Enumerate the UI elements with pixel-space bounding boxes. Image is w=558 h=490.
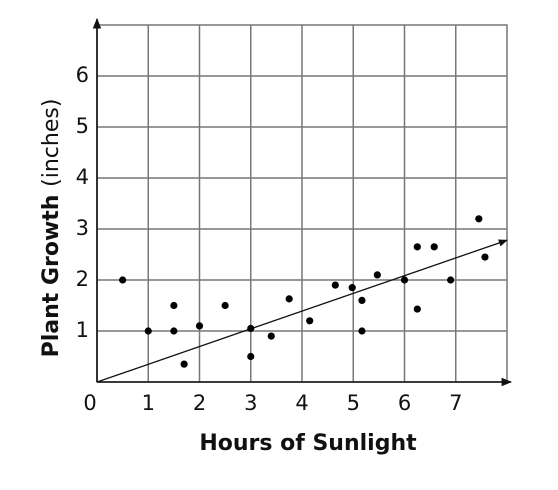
y-tick-label: 5 — [76, 114, 89, 138]
y-tick-label: 3 — [76, 216, 89, 240]
point — [180, 360, 188, 368]
x-tick-label: 5 — [347, 391, 360, 415]
point — [447, 276, 455, 284]
point — [481, 253, 489, 261]
point — [285, 295, 293, 303]
point — [331, 281, 339, 289]
point — [413, 243, 421, 251]
x-tick-label: 3 — [244, 391, 257, 415]
x-tick-label: 4 — [295, 391, 308, 415]
point — [306, 317, 314, 325]
y-tick-label: 2 — [76, 267, 89, 291]
x-tick-label: 7 — [449, 391, 462, 415]
axes: 0 1 2 3 4 5 6 7 1 2 3 4 5 6 — [76, 17, 513, 415]
trend-line — [96, 239, 508, 383]
y-axis-label-main: Plant Growth — [39, 195, 64, 358]
point — [144, 327, 152, 335]
point — [195, 322, 204, 330]
point — [119, 276, 127, 284]
x-axis-label: Hours of Sunlight — [199, 431, 417, 456]
point — [373, 271, 381, 279]
point — [170, 301, 178, 310]
point — [413, 305, 421, 313]
point — [358, 296, 366, 304]
y-tick-label: 6 — [76, 63, 89, 87]
x-tick-label: 0 — [83, 391, 96, 415]
grid — [96, 24, 508, 383]
point — [475, 215, 483, 223]
point — [267, 332, 275, 340]
point — [358, 327, 366, 335]
point — [247, 352, 255, 361]
x-tick-label: 2 — [193, 391, 206, 415]
point — [348, 284, 356, 292]
x-tick-label: 1 — [142, 391, 155, 415]
point — [430, 243, 438, 251]
marks — [96, 215, 508, 383]
y-tick-label: 4 — [76, 165, 89, 189]
y-tick-label: 1 — [76, 318, 89, 342]
y-axis-label: Plant Growth (inches) — [39, 99, 64, 358]
x-tick-label: 6 — [398, 391, 411, 415]
y-axis-label-unit: (inches) — [39, 99, 64, 187]
point — [221, 301, 229, 310]
point — [400, 276, 409, 284]
point — [247, 324, 255, 333]
point — [170, 327, 178, 335]
